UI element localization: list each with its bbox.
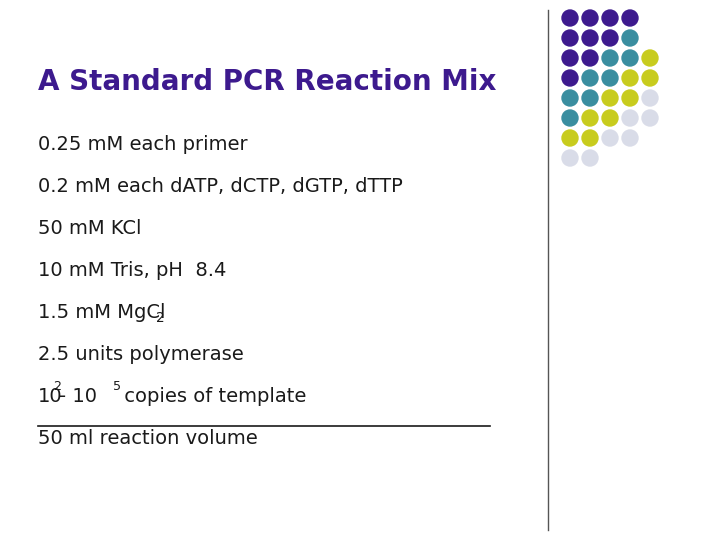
- Circle shape: [582, 50, 598, 66]
- Circle shape: [622, 50, 638, 66]
- Circle shape: [622, 90, 638, 106]
- Circle shape: [562, 50, 578, 66]
- Text: - 10: - 10: [58, 387, 96, 406]
- Text: 10 mM Tris, pH  8.4: 10 mM Tris, pH 8.4: [38, 261, 226, 280]
- Text: 10: 10: [38, 387, 63, 406]
- Circle shape: [582, 130, 598, 146]
- Circle shape: [562, 10, 578, 26]
- Circle shape: [582, 30, 598, 46]
- Text: 2: 2: [156, 311, 165, 325]
- Text: 2: 2: [53, 380, 62, 393]
- Circle shape: [622, 130, 638, 146]
- Circle shape: [622, 110, 638, 126]
- Circle shape: [602, 110, 618, 126]
- Circle shape: [622, 30, 638, 46]
- Circle shape: [602, 130, 618, 146]
- Text: 0.25 mM each primer: 0.25 mM each primer: [38, 135, 248, 154]
- Circle shape: [582, 10, 598, 26]
- Circle shape: [602, 30, 618, 46]
- Circle shape: [642, 90, 658, 106]
- Circle shape: [562, 90, 578, 106]
- Circle shape: [582, 70, 598, 86]
- Circle shape: [562, 30, 578, 46]
- Circle shape: [562, 150, 578, 166]
- Circle shape: [562, 110, 578, 126]
- Text: A Standard PCR Reaction Mix: A Standard PCR Reaction Mix: [38, 68, 496, 96]
- Circle shape: [582, 150, 598, 166]
- Circle shape: [622, 70, 638, 86]
- Circle shape: [602, 70, 618, 86]
- Text: 50 ml reaction volume: 50 ml reaction volume: [38, 429, 258, 448]
- Circle shape: [622, 10, 638, 26]
- Circle shape: [582, 90, 598, 106]
- Circle shape: [602, 50, 618, 66]
- Text: 2.5 units polymerase: 2.5 units polymerase: [38, 345, 244, 364]
- Circle shape: [642, 50, 658, 66]
- Text: 0.2 mM each dATP, dCTP, dGTP, dTTP: 0.2 mM each dATP, dCTP, dGTP, dTTP: [38, 177, 402, 196]
- Circle shape: [602, 10, 618, 26]
- Text: 1.5 mM MgCl: 1.5 mM MgCl: [38, 303, 166, 322]
- Text: 50 mM KCl: 50 mM KCl: [38, 219, 142, 238]
- Circle shape: [602, 90, 618, 106]
- Circle shape: [562, 130, 578, 146]
- Circle shape: [642, 70, 658, 86]
- Text: copies of template: copies of template: [118, 387, 306, 406]
- Circle shape: [582, 110, 598, 126]
- Circle shape: [562, 70, 578, 86]
- Circle shape: [642, 110, 658, 126]
- Text: 5: 5: [113, 380, 121, 393]
